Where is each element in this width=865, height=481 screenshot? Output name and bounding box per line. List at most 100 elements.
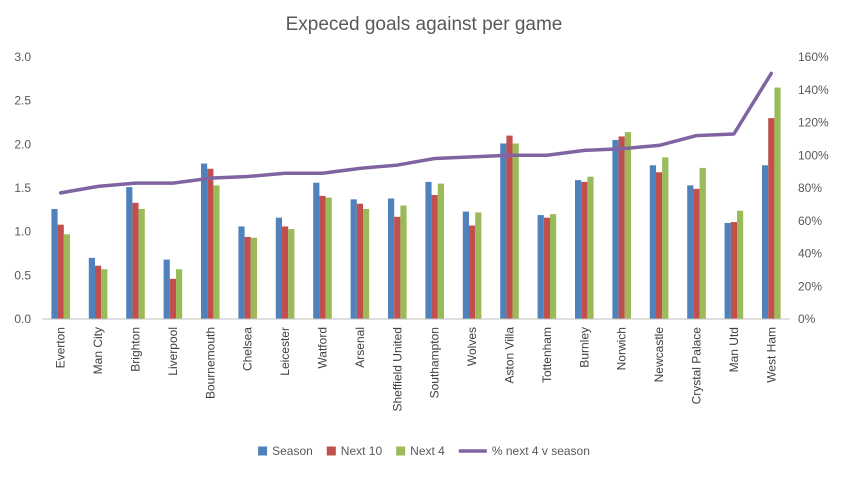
bar-next-4-west-ham — [774, 87, 781, 319]
x-category-label: Newcastle — [652, 327, 666, 383]
line-series-pct-next4-v-season — [58, 71, 774, 195]
y-right-tick-label: 40% — [798, 247, 822, 261]
bar-next-4-man-utd — [737, 210, 744, 319]
bar-season-man-utd — [724, 222, 731, 319]
bar-season-southampton — [425, 181, 432, 319]
y-right-tick-label: 0% — [798, 312, 816, 326]
x-category-label: Watford — [316, 327, 330, 369]
bar-next-10-aston-villa — [506, 135, 513, 319]
bar-next-4-sheffield-united — [400, 205, 407, 319]
bar-season-burnley — [575, 180, 582, 319]
x-category-label: Brighton — [129, 327, 143, 372]
y-left-tick-label: 2.0 — [14, 137, 31, 151]
y-right-tick-label: 160% — [798, 50, 829, 64]
bar-next-10-tottenham — [543, 217, 550, 319]
x-category-label: Man City — [91, 327, 105, 374]
bar-next-4-everton — [63, 234, 70, 319]
y-left-tick-label: 0.0 — [14, 312, 31, 326]
x-category-label: Sheffield United — [390, 327, 404, 412]
bar-next-10-liverpool — [169, 278, 176, 319]
bar-season-everton — [51, 208, 58, 319]
bar-next-10-arsenal — [356, 203, 363, 319]
bar-next-4-newcastle — [662, 157, 669, 319]
bar-season-west-ham — [762, 165, 769, 319]
bar-next-4-watford — [325, 197, 332, 319]
bar-next-10-norwich — [618, 136, 625, 319]
legend-label-next-4: Next 4 — [410, 444, 445, 458]
legend: Season Next 10 Next 4 % next 4 v season — [258, 444, 590, 458]
chart-title: Expeced goals against per game — [286, 14, 563, 35]
x-category-label: Wolves — [465, 327, 479, 366]
bar-next-4-man-city — [101, 269, 108, 319]
x-category-label: Everton — [54, 327, 68, 368]
legend-swatch-season — [258, 446, 268, 456]
bar-next-4-chelsea — [250, 237, 257, 319]
legend-label-season: Season — [272, 444, 313, 458]
x-category-label: Leicester — [278, 327, 292, 376]
bar-next-10-leicester — [282, 226, 289, 319]
x-category-label: Liverpool — [166, 327, 180, 376]
bar-next-4-brighton — [138, 208, 145, 319]
y-left-tick-label: 3.0 — [14, 50, 31, 64]
bar-next-10-man-city — [95, 265, 102, 319]
bar-next-10-sheffield-united — [394, 216, 401, 319]
bar-season-wolves — [462, 211, 469, 319]
y-right-tick-label: 60% — [798, 214, 822, 228]
legend-swatch-next-4 — [396, 446, 406, 456]
x-category-label: Aston Villa — [503, 327, 517, 384]
bar-season-newcastle — [649, 165, 656, 319]
bar-season-norwich — [612, 139, 619, 319]
bar-next-10-chelsea — [244, 236, 251, 319]
bar-next-4-norwich — [624, 132, 631, 319]
bar-season-brighton — [126, 187, 133, 319]
y-left-tick-label: 1.0 — [14, 225, 31, 239]
bar-next-10-crystal-palace — [693, 188, 700, 319]
bar-season-liverpool — [163, 259, 170, 319]
y-right-tick-label: 100% — [798, 148, 829, 162]
legend-swatch-next-10 — [326, 446, 336, 456]
y-left-tick-label: 1.5 — [14, 181, 31, 195]
x-category-label: Southampton — [428, 327, 442, 398]
x-category-label: Crystal Palace — [690, 327, 704, 405]
bar-next-10-southampton — [431, 194, 438, 319]
x-category-label: Chelsea — [241, 327, 255, 371]
x-category-label: Bournemouth — [203, 327, 217, 399]
bar-next-4-burnley — [587, 176, 594, 319]
bar-next-10-newcastle — [656, 172, 663, 319]
bar-next-4-aston-villa — [512, 143, 519, 319]
bar-season-chelsea — [238, 226, 245, 319]
bar-next-10-brighton — [132, 202, 139, 319]
bar-season-watford — [313, 182, 320, 319]
bar-next-4-liverpool — [176, 269, 183, 319]
bar-next-4-crystal-palace — [699, 167, 706, 319]
line-layer — [58, 71, 774, 195]
bar-season-arsenal — [350, 199, 357, 319]
bar-next-4-arsenal — [363, 208, 370, 319]
x-category-label: Tottenham — [540, 327, 554, 383]
axes-layer: 0.0 0.5 1.0 1.5 2.0 2.5 3.0 0% 20% 40% 60% 80% 100% 1… — [14, 50, 829, 412]
bar-season-crystal-palace — [687, 185, 694, 319]
x-category-label: Arsenal — [353, 327, 367, 368]
bar-season-bournemouth — [201, 163, 208, 319]
bar-season-man-city — [88, 257, 95, 319]
bar-season-sheffield-united — [388, 198, 395, 319]
bar-next-10-burnley — [581, 181, 588, 319]
x-category-label: West Ham — [764, 327, 778, 383]
bar-season-aston-villa — [500, 143, 507, 319]
y-right-tick-label: 120% — [798, 116, 829, 130]
bar-next-10-everton — [57, 224, 64, 319]
bar-next-4-wolves — [475, 212, 482, 319]
bar-next-4-southampton — [437, 183, 444, 319]
bar-next-10-wolves — [469, 225, 476, 319]
y-right-tick-label: 20% — [798, 279, 822, 293]
x-category-label: Man Utd — [727, 327, 741, 372]
bar-next-10-west-ham — [768, 118, 775, 319]
legend-label-next-10: Next 10 — [341, 444, 383, 458]
bar-next-4-leicester — [288, 229, 295, 319]
x-category-label: Burnley — [577, 327, 591, 368]
x-category-label: Norwich — [615, 327, 629, 370]
y-right-tick-label: 140% — [798, 83, 829, 97]
bar-season-leicester — [275, 217, 282, 319]
